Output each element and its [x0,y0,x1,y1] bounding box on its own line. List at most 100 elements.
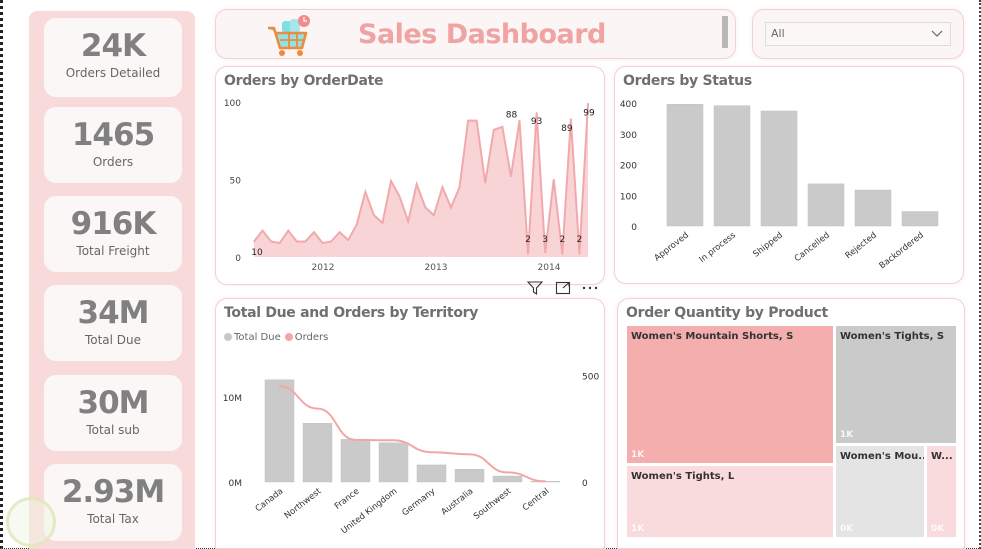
data-point [518,119,521,122]
treemap-tile[interactable]: Women's Mountain Shorts, S 1K [626,325,834,464]
y-tick-label: 300 [620,131,637,141]
data-point [270,240,272,243]
territory-visual[interactable]: Total Due and Orders by Territory Total … [215,298,605,549]
y-right-tick-label: 0 [582,479,588,489]
kpi-value: 916K [70,206,157,242]
data-point [587,102,589,105]
tile-value: 1K [631,450,645,460]
legend-label: Total Due [234,332,281,343]
y-right-tick-label: 500 [582,373,599,383]
tile-label: Women's Mou... [840,451,925,462]
chart-title: Orders by OrderDate [224,73,384,89]
status-slicer-dropdown[interactable]: All [765,22,951,46]
kpi-label: Orders Detailed [65,66,161,80]
x-tick-label: 2012 [312,263,335,273]
data-point [355,223,358,226]
bar [378,442,409,483]
x-tick-label: Canada [254,486,286,514]
watermark-logo [6,497,56,547]
data-point [467,119,469,122]
y-tick-label: 200 [620,162,637,172]
y-tick-label: 100 [620,192,637,202]
y-tick-label: 50 [230,177,242,187]
orders-by-orderdate-chart: 0 50 100 2012 2013 2014 10 88 2 93 3 2 89 2 99 [224,99,595,273]
tile-label: Women's Tights, L [631,471,735,482]
title-bar: Sales Dashboard [215,9,736,59]
kpi-card-total-sub[interactable]: 30M Total sub [44,375,182,451]
line-point [354,439,357,441]
x-tick-label: 2013 [425,263,448,273]
data-point [450,206,452,209]
filter-icon[interactable] [526,279,544,297]
x-tick-label: Northwest [283,486,324,521]
orders-line [279,385,546,483]
y-tick-label: 400 [620,100,637,110]
kpi-card-total-freight[interactable]: 916K Total Freight [44,196,182,272]
data-point [458,186,461,189]
tile-value: 1K [631,524,645,534]
kpi-card-orders[interactable]: 1465 Orders [44,107,182,183]
y-left-tick-label: 0M [229,479,243,489]
data-point [296,240,298,243]
bar [492,475,523,483]
data-point [510,175,512,178]
treemap-tile[interactable]: Women's Tights, L 1K [626,465,834,538]
more-options-icon[interactable] [581,279,599,297]
data-label: 2 [525,235,531,245]
kpi-label: Orders [92,155,134,169]
x-tick-label: Central [521,486,552,513]
data-point [424,206,427,209]
line-point [430,451,433,454]
line-point [316,407,319,410]
x-tick-label: Southwest [472,486,514,522]
x-tick-label: Shipped [751,230,784,259]
bar [416,464,447,483]
kpi-card-total-due[interactable]: 34M Total Due [44,285,182,361]
x-tick-label: Rejected [844,230,879,261]
data-point [287,229,290,232]
data-point [527,253,529,255]
y-tick-label: 0 [631,223,637,233]
title-scrollbar[interactable] [722,16,728,48]
treemap-tile[interactable]: Women's Tights, S 1K [835,325,957,444]
slicer-panel: All [752,9,964,59]
bar [901,211,939,227]
order-quantity-by-product-visual[interactable]: Order Quantity by Product Women's Mounta… [617,298,965,549]
x-tick-label: Germany [400,486,437,518]
focus-mode-icon[interactable] [554,279,572,297]
data-point [544,251,546,254]
data-point [441,186,444,189]
data-point [578,253,581,255]
data-point [484,181,487,184]
kpi-card-orders-detailed[interactable]: 24K Orders Detailed [44,18,182,97]
y-tick-label: 100 [224,99,241,109]
data-label: 88 [506,111,518,121]
orders-by-status-visual[interactable]: Orders by Status 0 100 200 300 400 Approved In… [614,66,964,284]
data-point [398,195,401,198]
kpi-label: Total Due [84,333,142,347]
bar [760,110,798,227]
y-left-tick-label: 10M [223,394,242,404]
data-point [278,242,281,244]
kpi-value: 2.93M [61,474,165,510]
tile-value: 0K [931,524,945,534]
data-point [407,220,409,223]
legend-item-orders[interactable]: Orders [284,332,328,343]
bar [454,468,485,483]
shopping-cart-icon [268,15,310,56]
kpi-panel: 24K Orders Detailed 1465 Orders 916K Tot… [29,11,195,549]
visual-header-toolbar [524,276,606,298]
data-point [373,214,375,216]
data-point [364,191,367,193]
data-point [253,240,255,243]
bar [302,422,333,483]
orders-by-orderdate-visual[interactable]: Orders by OrderDate 0 50 100 2012 2013 2014 10… [215,66,605,285]
data-point [475,119,478,122]
legend-item-total-due[interactable]: Total Due [224,332,281,343]
kpi-card-total-tax[interactable]: 2.93M Total Tax [44,464,182,541]
product-treemap: Women's Mountain Shorts, S 1K Women's Tigh… [626,325,958,539]
treemap-tile[interactable]: W... 0K [926,445,957,538]
line-point [468,453,471,456]
chart-title: Total Due and Orders by Territory [224,305,479,321]
treemap-tile[interactable]: Women's Mou... 0K [835,445,925,538]
